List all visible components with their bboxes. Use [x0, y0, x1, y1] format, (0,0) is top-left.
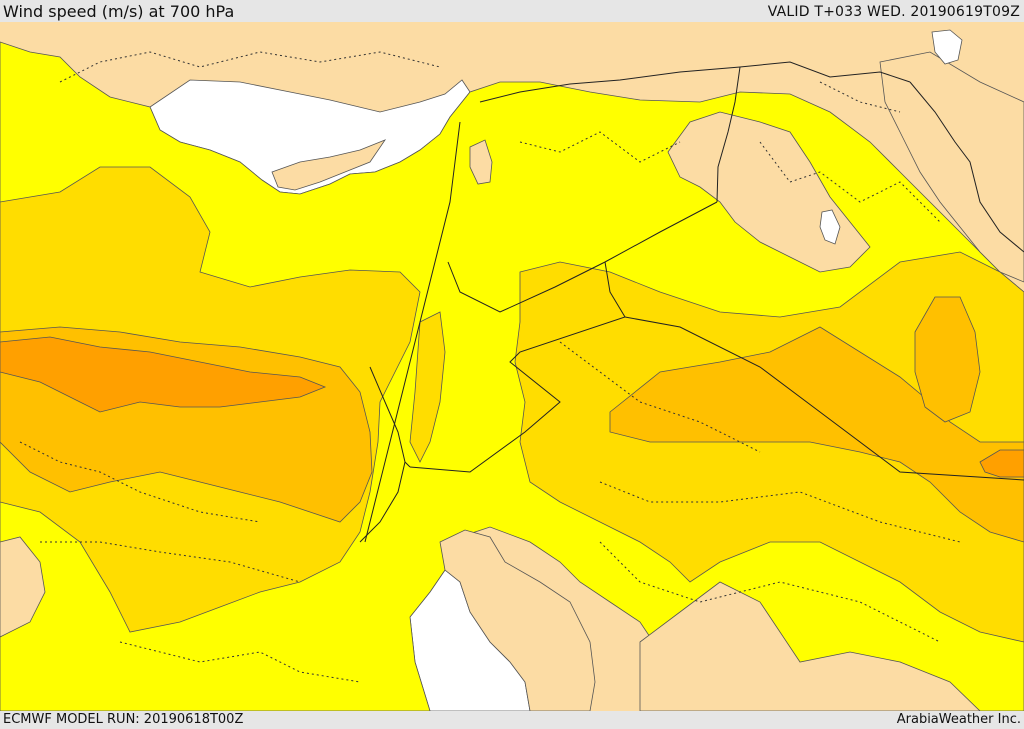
wind-band-gold-strip — [409, 311, 446, 463]
wind-band-orange-max-west — [0, 336, 327, 413]
wind-speed-map — [0, 22, 1024, 711]
low-wind-patch-north-2 — [469, 139, 493, 185]
low-wind-patch-south-2 — [639, 581, 981, 711]
lake-van — [931, 29, 963, 65]
credit-label: ArabiaWeather Inc. — [896, 712, 1021, 727]
model-run-label: ECMWF MODEL RUN: 20190618T00Z — [3, 712, 244, 727]
valid-time-label: VALID T+033 WED. 20190619T09Z — [767, 4, 1020, 20]
wind-band-orange-gold-ne — [914, 296, 981, 423]
low-wind-patch-west — [0, 536, 46, 638]
lake-tharthar — [819, 209, 841, 245]
low-wind-patch-northeast — [879, 51, 1024, 283]
cyprus-island — [271, 139, 387, 191]
wind-band-gold-east — [514, 251, 1024, 643]
map-title: Wind speed (m/s) at 700 hPa — [3, 2, 235, 21]
header-bar: Wind speed (m/s) at 700 hPa VALID T+033 … — [0, 0, 1024, 22]
low-wind-patch-south-1 — [439, 529, 596, 711]
regional-borders — [19, 51, 961, 683]
footer-bar: ECMWF MODEL RUN: 20190618T00Z ArabiaWeat… — [0, 711, 1024, 729]
wind-band-orange-max-east — [979, 449, 1024, 478]
levant-coastline — [364, 121, 461, 543]
wind-band-orange-gold-east — [609, 326, 1024, 543]
country-borders — [359, 61, 1024, 543]
